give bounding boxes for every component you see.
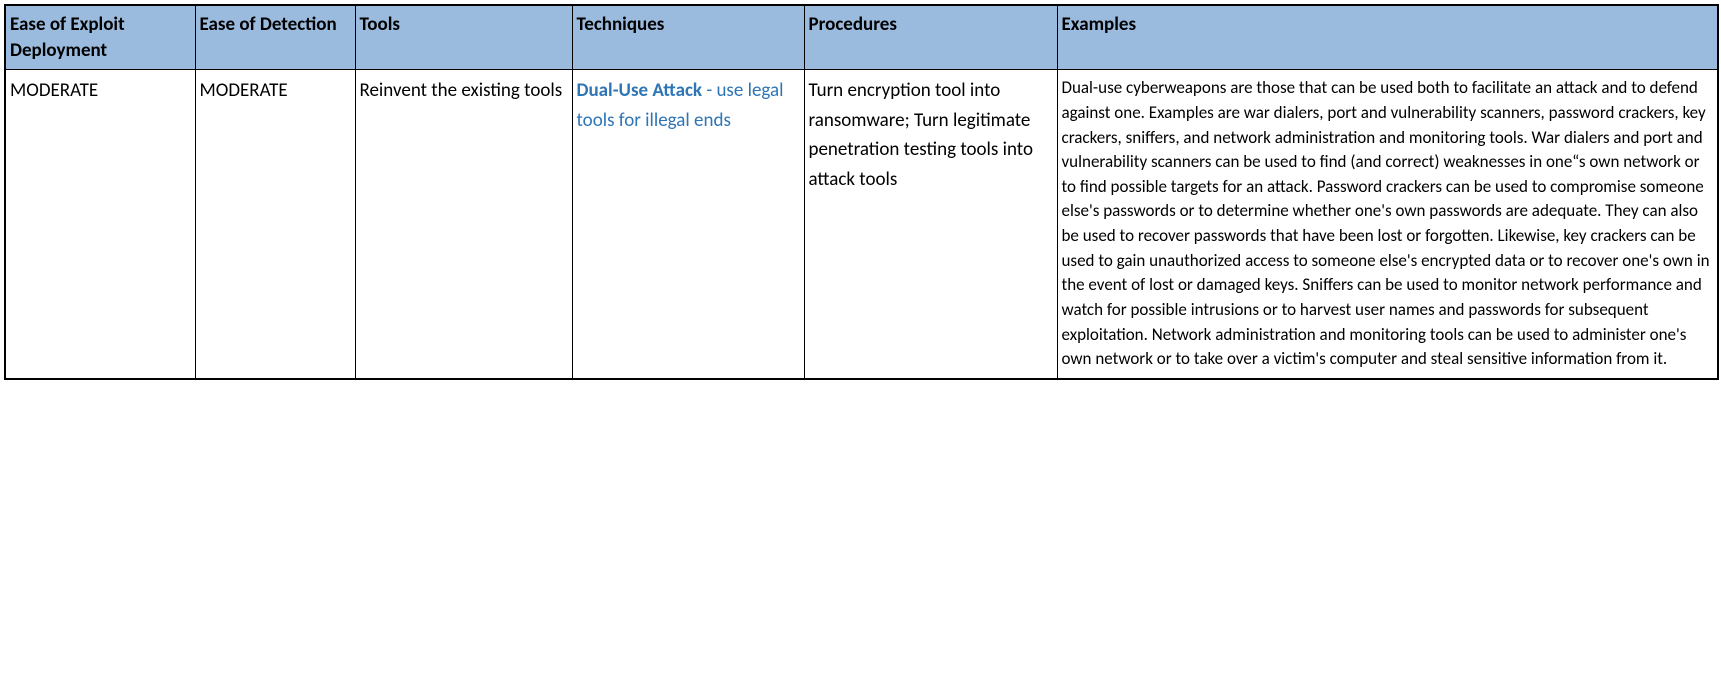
attack-matrix-table: Ease of Exploit Deployment Ease of Detec… — [4, 4, 1719, 380]
header-examples: Examples — [1057, 5, 1718, 70]
cell-techniques: Dual-Use Attack - use legal tools for il… — [572, 70, 804, 379]
cell-ease-deploy: MODERATE — [5, 70, 195, 379]
cell-ease-detect: MODERATE — [195, 70, 355, 379]
header-tools: Tools — [355, 5, 572, 70]
table-row: MODERATE MODERATE Reinvent the existing … — [5, 70, 1718, 379]
header-techniques: Techniques — [572, 5, 804, 70]
cell-examples: Dual-use cyberweapons are those that can… — [1057, 70, 1718, 379]
technique-name: Dual-Use Attack — [577, 79, 703, 102]
cell-procedures: Turn encryption tool into ransomware; Tu… — [804, 70, 1057, 379]
header-ease-deploy: Ease of Exploit Deployment — [5, 5, 195, 70]
header-ease-detect: Ease of Detection — [195, 5, 355, 70]
header-row: Ease of Exploit Deployment Ease of Detec… — [5, 5, 1718, 70]
cell-tools: Reinvent the existing tools — [355, 70, 572, 379]
header-procedures: Procedures — [804, 5, 1057, 70]
